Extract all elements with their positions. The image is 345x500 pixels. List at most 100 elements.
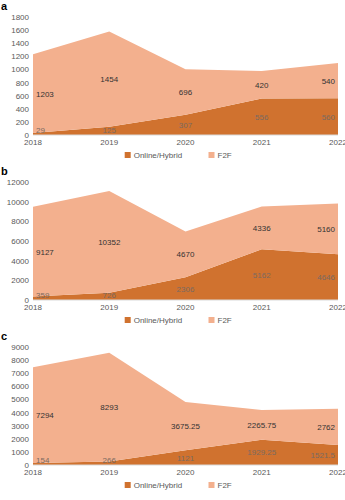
y-tick-label: 8000 [11, 356, 29, 365]
data-label: 696 [179, 88, 193, 97]
area [33, 353, 338, 463]
plot-area [33, 353, 338, 465]
y-tick-label: 2000 [11, 276, 29, 285]
data-label: 307 [179, 121, 193, 130]
data-label: 1121 [177, 454, 195, 463]
y-tick-label: 3000 [11, 422, 29, 431]
x-tick-label: 2020 [177, 303, 195, 312]
legend-swatch [125, 317, 131, 323]
x-tick-label: 2018 [24, 138, 42, 147]
x-tick-label: 2021 [253, 468, 271, 477]
panel: b020004000600080001000012000359726230651… [1, 165, 345, 325]
data-label: 420 [255, 81, 269, 90]
legend-label: F2F [218, 481, 232, 490]
data-label: 556 [255, 113, 269, 122]
y-tick-label: 10000 [7, 198, 30, 207]
legend-label: F2F [218, 151, 232, 160]
legend-swatch [125, 152, 131, 158]
panel: c010002000300040005000600070008000900015… [1, 330, 345, 490]
y-tick-label: 6000 [11, 382, 29, 391]
y-tick-label: 4000 [11, 257, 29, 266]
legend-label: Online/Hybrid [134, 481, 182, 490]
x-axis-line [33, 465, 338, 466]
panel-label: a [1, 0, 8, 12]
data-label: 1929.25 [247, 448, 276, 457]
x-tick-label: 2021 [253, 303, 271, 312]
legend-swatch [209, 317, 215, 323]
x-tick-label: 2018 [24, 468, 42, 477]
x-tick-label: 2020 [177, 138, 195, 147]
y-tick-label: 1200 [11, 52, 29, 61]
plot-area [33, 31, 338, 135]
y-tick-label: 8000 [11, 217, 29, 226]
legend-swatch [125, 482, 131, 488]
x-tick-label: 2019 [100, 303, 118, 312]
panel-label: c [1, 330, 7, 342]
panel: a020040060080010001200140016001800291253… [1, 0, 345, 160]
x-tick-label: 2019 [100, 468, 118, 477]
y-tick-label: 1400 [11, 39, 29, 48]
y-tick-label: 9000 [11, 343, 29, 352]
y-tick-label: 5000 [11, 395, 29, 404]
data-label: 9127 [36, 248, 54, 257]
y-tick-label: 7000 [11, 369, 29, 378]
y-tick-label: 1000 [11, 65, 29, 74]
y-tick-label: 6000 [11, 237, 29, 246]
legend-swatch [209, 152, 215, 158]
data-label: 3675.25 [171, 422, 200, 431]
y-tick-label: 1800 [11, 13, 29, 22]
y-tick-label: 1600 [11, 26, 29, 35]
y-tick-label: 1000 [11, 448, 29, 457]
y-tick-label: 400 [16, 105, 30, 114]
y-tick-label: 4000 [11, 409, 29, 418]
data-label: 2306 [177, 285, 195, 294]
y-tick-label: 800 [16, 79, 30, 88]
data-label: 726 [103, 291, 117, 300]
area [33, 31, 338, 133]
data-label: 5162 [253, 271, 271, 280]
data-label: 1203 [36, 90, 54, 99]
legend: Online/Hybrid F2F [125, 151, 232, 160]
data-label: 2762 [317, 423, 335, 432]
data-label: 29 [36, 126, 45, 135]
panel-label: b [1, 165, 8, 177]
x-tick-label: 2022 [329, 303, 345, 312]
x-tick-label: 2022 [329, 138, 345, 147]
legend: Online/Hybrid F2F [125, 481, 232, 490]
figure: a020040060080010001200140016001800291253… [0, 0, 345, 500]
x-axis-line [33, 135, 338, 136]
data-label: 10352 [98, 238, 121, 247]
legend-swatch [209, 482, 215, 488]
data-label: 4336 [253, 224, 271, 233]
data-label: 1521.5 [311, 451, 336, 460]
data-label: 4646 [317, 273, 335, 282]
data-label: 4670 [177, 250, 195, 259]
legend-label: Online/Hybrid [134, 151, 182, 160]
y-tick-label: 200 [16, 118, 30, 127]
data-label: 154 [36, 456, 50, 465]
data-label: 266 [103, 456, 117, 465]
x-tick-label: 2019 [100, 138, 118, 147]
x-tick-label: 2022 [329, 468, 345, 477]
data-label: 5160 [317, 225, 335, 234]
legend-label: Online/Hybrid [134, 316, 182, 325]
area [33, 191, 338, 296]
legend: Online/Hybrid F2F [125, 316, 232, 325]
y-tick-label: 600 [16, 92, 30, 101]
x-tick-label: 2020 [177, 468, 195, 477]
legend-label: F2F [218, 316, 232, 325]
data-label: 7294 [36, 411, 54, 420]
data-label: 2265.75 [247, 421, 276, 430]
y-tick-label: 2000 [11, 435, 29, 444]
data-label: 540 [322, 77, 336, 86]
plot-area [33, 191, 338, 300]
data-label: 359 [36, 291, 50, 300]
data-label: 8293 [100, 403, 118, 412]
x-axis-line [33, 300, 338, 301]
y-tick-label: 12000 [7, 178, 30, 187]
x-tick-label: 2021 [253, 138, 271, 147]
x-tick-label: 2018 [24, 303, 42, 312]
data-label: 1454 [100, 75, 118, 84]
data-label: 125 [103, 126, 117, 135]
data-label: 560 [322, 113, 336, 122]
